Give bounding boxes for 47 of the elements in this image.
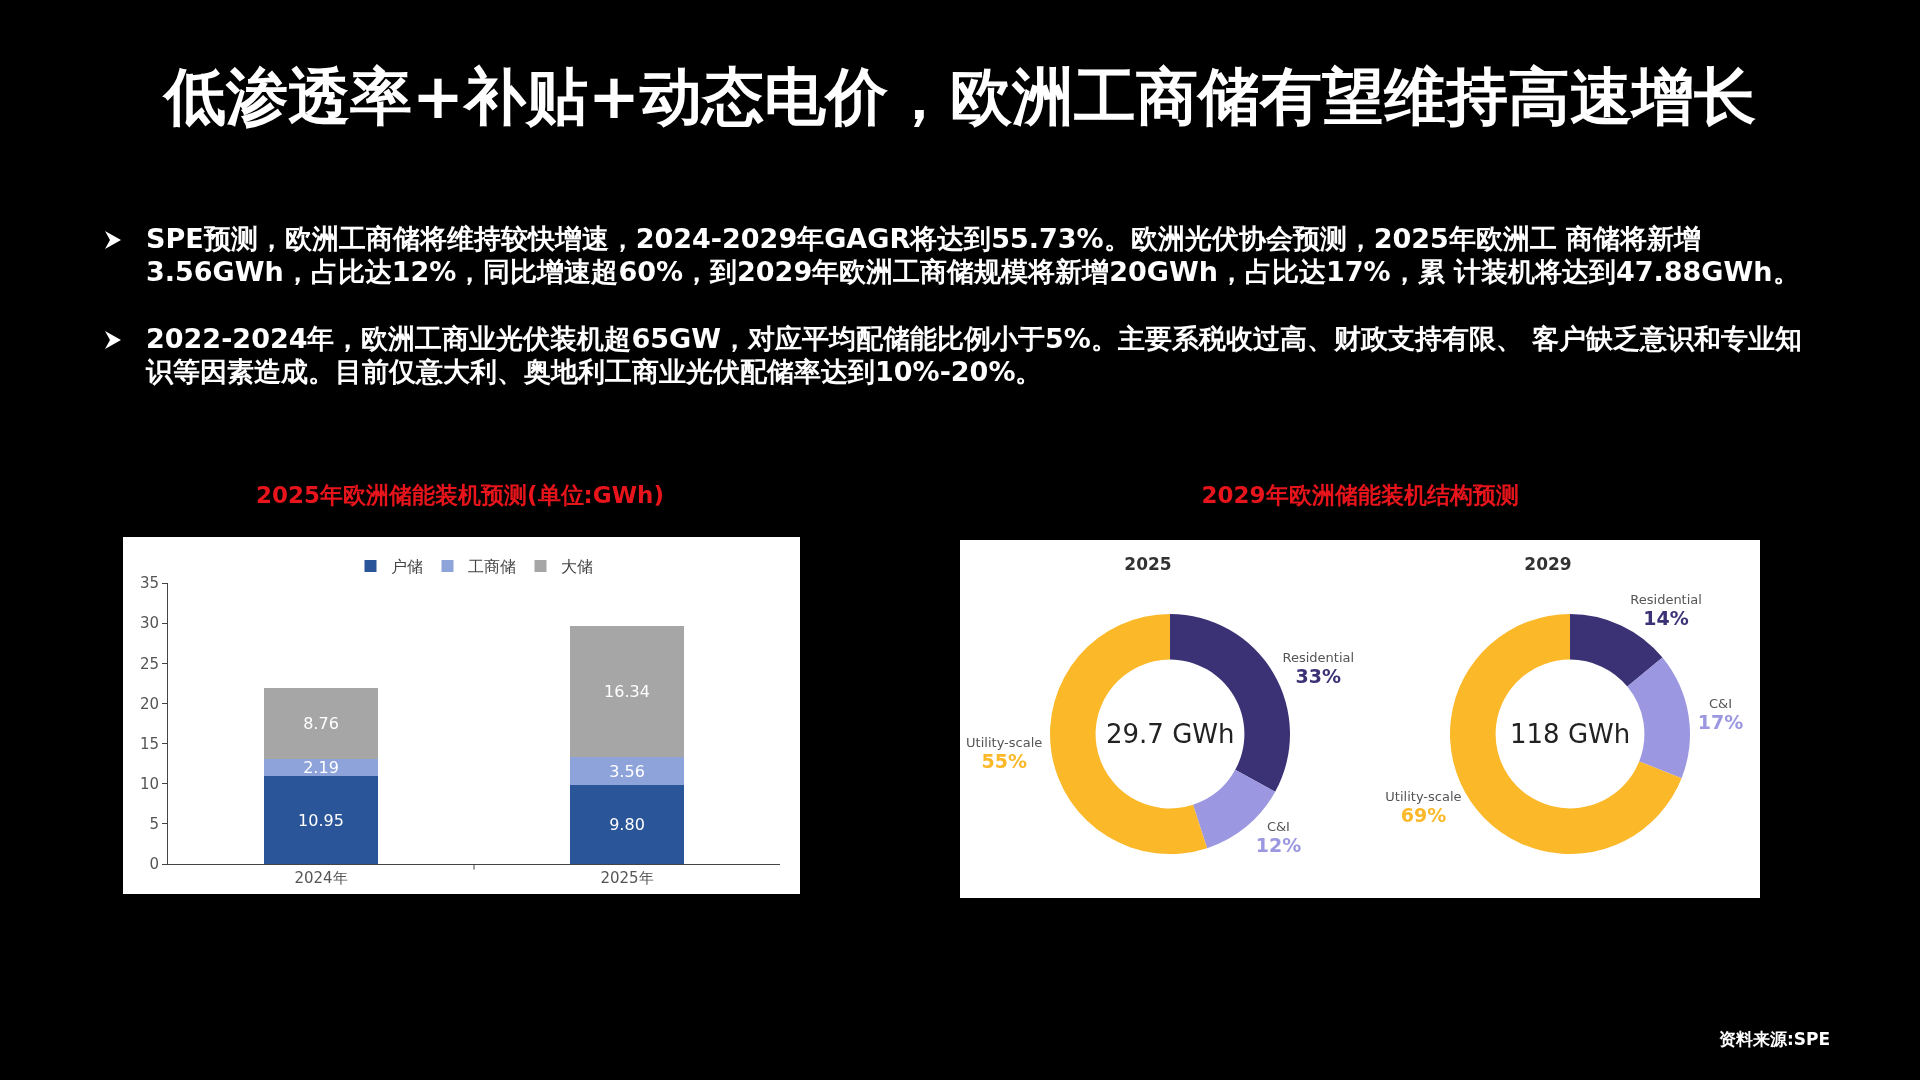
slice-label: C&I [1266,818,1290,834]
data-label: 55% [981,749,1027,772]
slice-label: Residential [1630,591,1702,607]
data-label: 9.80 [609,815,645,835]
data-label: 3.56 [609,761,645,781]
data-label: 14% [1643,606,1689,629]
data-label: 2.19 [303,757,339,777]
legend-label: 大储 [560,557,593,577]
legend-label: 户储 [390,557,423,577]
slice-label: C&I [1708,696,1732,712]
bar [264,776,378,864]
bar [570,756,684,786]
chart-subtitle: 2025 [1124,553,1172,574]
chart-subtitle: 2029 [1524,553,1572,574]
y-tick-label: 35 [139,574,159,593]
data-label: 10.95 [298,810,344,830]
data-label: 69% [1400,803,1447,826]
text: SPE预测，欧洲工商储将维持较快增速，2024-2029年GAGR将达到55.73%。欧洲光伏协会预测，2025年欧洲工 商储将新增3.56GWh，占比达12%，同比增速超60%，到2029年欧洲工商储规模将新增20GWh，占比达17%，累 计装机将达到47.88GWh。 [146,222,1801,288]
slice-label: Residential [1282,649,1355,665]
donut-slice [1627,657,1690,779]
text: 低渗透率+补贴+动态电价，欧洲工商储有望维持高速增长 [161,59,1757,135]
y-tick-label: 0 [149,855,159,874]
y-tick-label: 20 [139,694,159,713]
y-tick-label: 25 [139,654,159,673]
chart-title: 2025年欧洲储能装机预测(单位:GWh) [255,481,665,510]
chart-title: 2029年欧洲储能装机结构预测 [1201,481,1519,510]
data-label: 33% [1295,664,1342,687]
x-tick-label: 2024年 [294,869,348,887]
data-label: 17% [1697,711,1744,734]
legend-label: 工商储 [467,557,516,577]
text: 资料来源:SPE [1718,1028,1830,1051]
slice-label: Utility-scale [1385,788,1462,804]
bar [570,625,684,757]
data-label: 8.76 [303,713,339,733]
y-tick-label: 10 [139,774,159,793]
text: 118 GWh [1510,719,1631,749]
y-tick-label: 30 [139,614,159,633]
data-label: 12% [1255,833,1302,856]
bar [570,785,684,864]
data-label: 16.34 [604,681,650,701]
y-tick-label: 15 [139,734,159,753]
slice-label: Utility-scale [966,734,1043,750]
bar [264,688,378,759]
text: 29.7 GWh [1106,719,1235,749]
x-tick-label: 2025年 [600,869,654,887]
text: 2022-2024年，欧洲工商业光伏装机超65GW，对应平均配储能比例小于5%。主要系税收过高、财政支持有限、 客户缺乏意识和专业知识等因素造成。目前仅意大利、奥地利工商业光伏配储率达到10%-20%。 [146,322,1804,388]
y-tick-label: 5 [149,815,159,834]
